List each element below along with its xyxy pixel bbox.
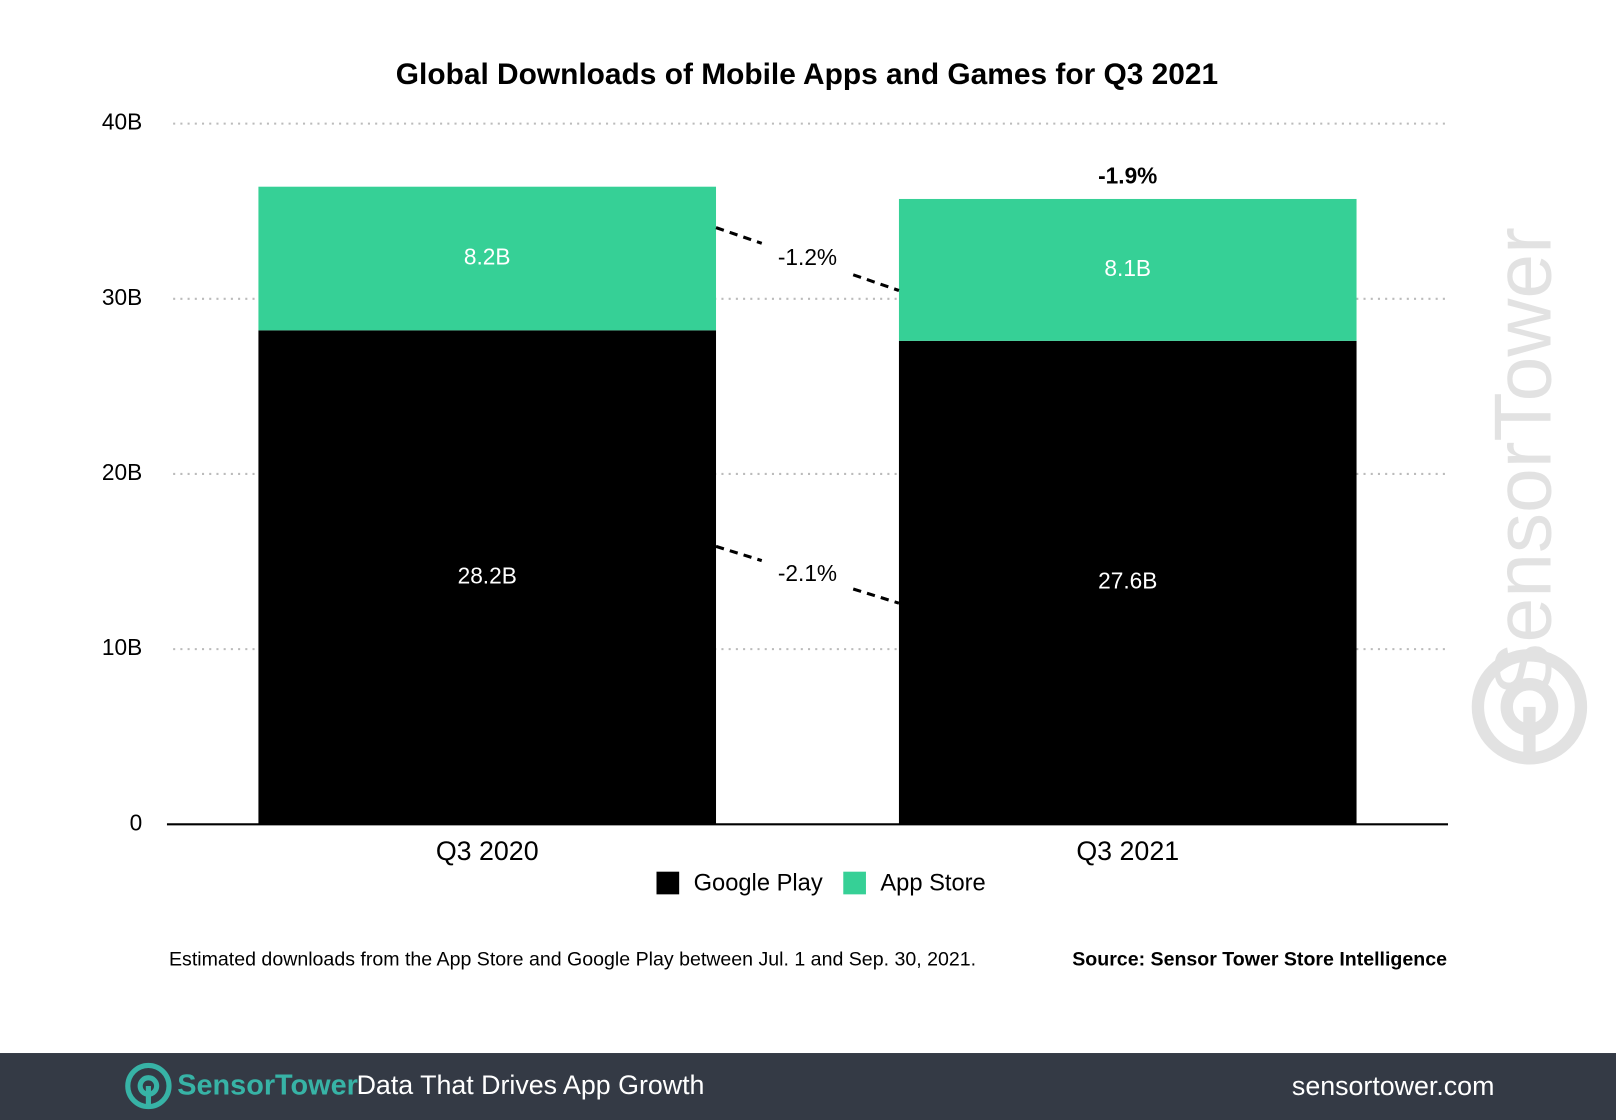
y-tick-label: 30B xyxy=(102,284,142,310)
footer-bar xyxy=(0,1053,1616,1120)
y-tick-label: 40B xyxy=(102,109,142,135)
legend-swatch xyxy=(656,871,680,895)
footer-logo-icon xyxy=(125,1062,172,1110)
bar-segment xyxy=(898,340,1357,825)
change-label: -1.2% xyxy=(778,244,837,270)
x-tick-label: Q3 2020 xyxy=(436,836,539,866)
footer-logo: SensorTower xyxy=(177,1070,358,1102)
footer-tagline: Data That Drives App Growth xyxy=(357,1070,705,1100)
value-label: 28.2B xyxy=(458,562,517,588)
change-connector xyxy=(852,273,900,292)
source: Source: Sensor Tower Store Intelligence xyxy=(1072,948,1447,970)
legend-label: App Store xyxy=(880,870,985,896)
x-tick-label: Q3 2021 xyxy=(1076,836,1179,866)
total-change-label: -1.9% xyxy=(1098,162,1157,188)
legend-swatch xyxy=(843,871,866,895)
bar-segment xyxy=(258,330,717,825)
bar-segment xyxy=(258,186,717,331)
value-label: 27.6B xyxy=(1098,568,1157,594)
change-connector xyxy=(715,544,763,563)
watermark-logo xyxy=(1471,649,1588,765)
footnote: Estimated downloads from the App Store a… xyxy=(169,948,976,970)
change-connector xyxy=(715,226,763,245)
legend-label: Google Play xyxy=(694,870,823,896)
y-tick-label: 10B xyxy=(102,634,142,660)
footer-url: sensortower.com xyxy=(1292,1071,1494,1101)
y-tick-label: 0 xyxy=(130,809,143,835)
chart-title: Global Downloads of Mobile Apps and Game… xyxy=(396,58,1218,91)
bar-segment xyxy=(898,198,1357,341)
change-label: -2.1% xyxy=(778,560,837,586)
y-tick-label: 20B xyxy=(102,459,142,485)
value-label: 8.1B xyxy=(1104,255,1151,281)
change-connector xyxy=(852,587,900,605)
watermark: SensorTower xyxy=(1479,227,1569,696)
value-label: 8.2B xyxy=(464,244,511,270)
